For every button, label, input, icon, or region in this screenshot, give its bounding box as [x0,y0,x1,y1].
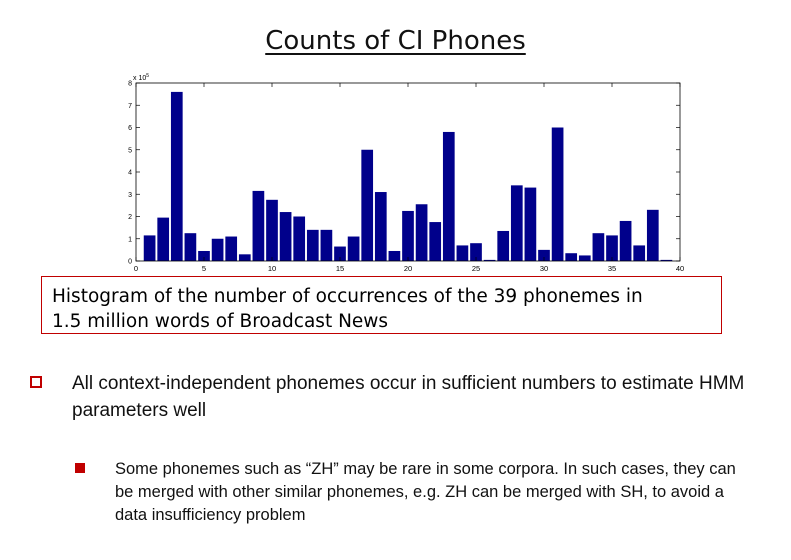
y-tick-label: 1 [128,236,132,243]
histogram-bar [293,216,306,261]
x-tick-label: 20 [404,264,412,273]
histogram-bar [252,190,265,261]
slide-title: Counts of CI Phones [0,26,791,56]
bullet-1-text: All context-independent phonemes occur i… [72,373,745,421]
histogram-bar [510,185,523,261]
histogram-bar [415,204,428,261]
histogram-bar [538,249,550,261]
y-tick-label: 5 [128,147,132,154]
y-tick-label: 8 [128,81,132,88]
bullet-2-text: Some phonemes such as “ZH” may be rare i… [115,460,736,524]
histogram-bar [143,235,156,261]
x-tick-label: 30 [540,264,548,273]
histogram-bar [334,246,346,261]
histogram-bar [306,229,319,261]
histogram-bar [347,236,360,261]
x-tick-label: 0 [134,264,138,273]
y-tick-label: 2 [128,214,132,221]
histogram-bar [456,245,469,261]
x-tick-label: 25 [472,264,480,273]
histogram-bar [198,250,210,261]
x-tick-label: 10 [268,264,276,273]
histogram-bar [524,187,537,261]
caption-line-1: Histogram of the number of occurrences o… [52,286,643,307]
slide-title-text: Counts of CI Phones [265,26,526,56]
histogram-bar [225,236,238,261]
histogram-bar [606,235,618,261]
histogram-bar [483,259,496,261]
histogram-bar [157,217,170,261]
histogram-bar [633,245,646,261]
histogram-bar [388,250,401,261]
histogram-bar [497,230,510,261]
histogram-bar [279,212,292,261]
histogram-bar [170,91,183,262]
histogram-bar [442,131,455,261]
histogram-bar [646,209,659,261]
y-tick-label: 0 [128,259,132,266]
y-tick-label: 6 [128,125,132,132]
x-tick-label: 15 [336,264,344,273]
histogram-bar [402,210,414,261]
histogram-bar [266,199,278,261]
y-multiplier-label: x 105 [133,73,149,82]
histogram-bar [320,229,333,261]
x-tick-label: 5 [202,264,206,273]
histogram-bar [592,233,605,261]
histogram-bar [565,253,578,261]
histogram-bar [660,259,673,261]
histogram-bar [238,254,251,261]
histogram-bar [184,233,197,261]
histogram-bar [211,238,224,261]
y-tick-label: 3 [128,192,132,199]
histogram-bar [578,255,591,261]
x-tick-label: 35 [608,264,616,273]
chart-caption-box: Histogram of the number of occurrences o… [41,276,722,334]
y-tick-label: 4 [128,170,132,177]
histogram-chart: 0 5 10 15 20 25 30 35 40 0 1 2 3 4 5 6 7 8x 105 [128,73,684,273]
histogram-bar [551,127,564,261]
histogram-bar [361,149,374,261]
caption-line-2: 1.5 million words of Broadcast News [52,311,389,332]
histogram-bar [470,243,482,261]
histogram-bar [374,192,387,261]
histogram-bar [429,222,442,261]
y-tick-label: 7 [128,103,132,110]
histogram-bar [619,220,632,261]
filled-square-bullet-icon [75,463,85,473]
x-tick-label: 40 [676,264,684,273]
hollow-square-bullet-icon [30,376,42,388]
